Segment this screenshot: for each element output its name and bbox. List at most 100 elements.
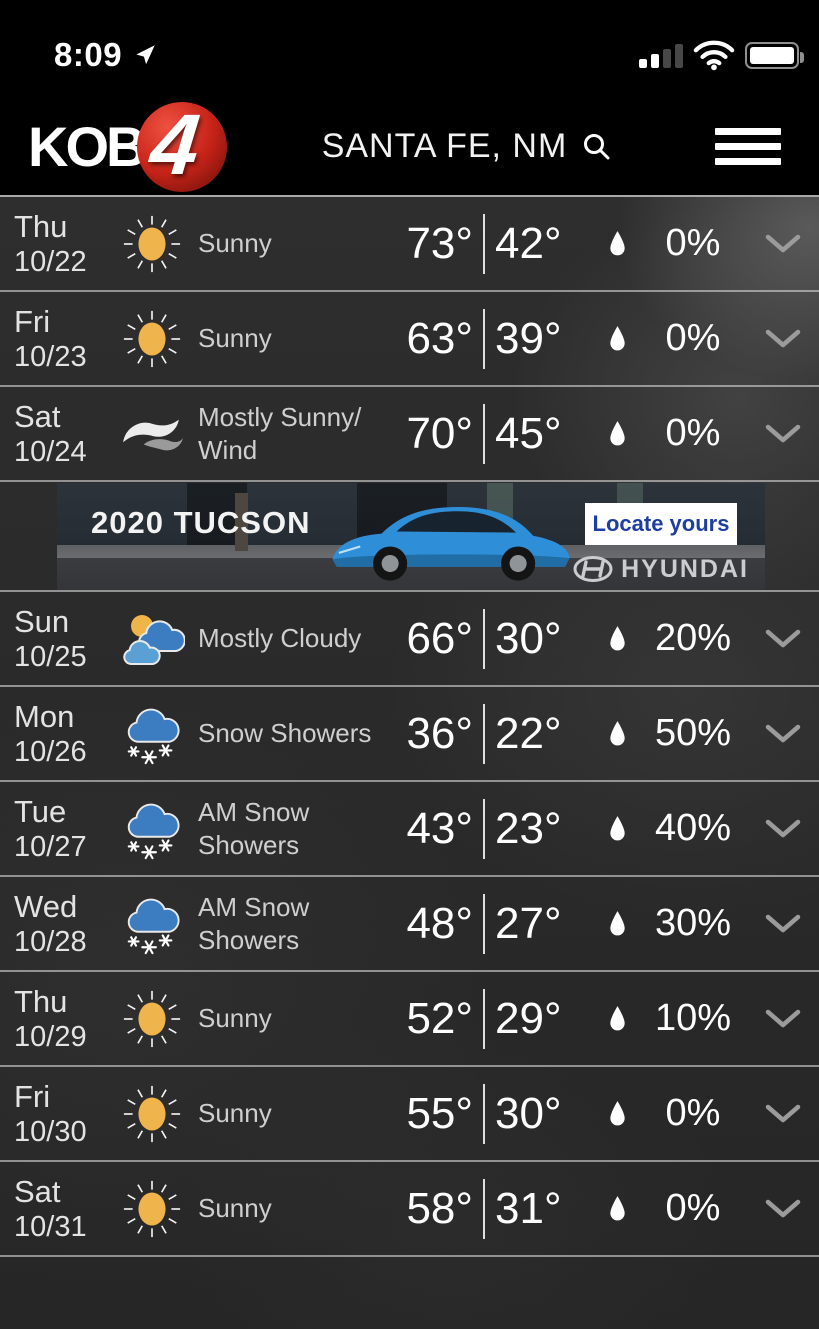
tucson-car-image (332, 506, 570, 581)
kob-logo-circle: 4 (137, 97, 228, 193)
expand-chevron-icon[interactable] (747, 629, 819, 649)
sunny-icon (106, 308, 198, 370)
precip-percent: 0% (665, 1092, 721, 1134)
low-temp: 29° (495, 993, 562, 1043)
day-label: Wed (14, 888, 78, 924)
date-label: 10/22 (14, 245, 87, 278)
forecast-row[interactable]: Wed 10/28 AM Snow Showers 48° 27° 30% (0, 877, 819, 972)
condition-label: Sunny (198, 1193, 272, 1224)
ad-cta-button[interactable]: Locate yours (585, 502, 737, 545)
day-date-block: Sat 10/24 (14, 398, 106, 470)
location-label: SANTA FE, NM (321, 127, 568, 165)
temp-separator (483, 893, 485, 954)
hyundai-h-icon (573, 556, 613, 582)
precip-drop-icon (595, 909, 639, 938)
expand-chevron-icon[interactable] (747, 819, 819, 839)
sunny-icon (106, 1083, 198, 1145)
expand-chevron-icon[interactable] (747, 329, 819, 349)
date-label: 10/31 (14, 1210, 87, 1243)
forecast-rows-bottom: Sun 10/25 Mostly Cloudy 66° 30° 20% Mon … (0, 592, 819, 1257)
sunny-icon (106, 213, 198, 275)
day-label: Fri (14, 303, 51, 339)
forecast-row[interactable]: Fri 10/23 Sunny 63° 39° 0% (0, 292, 819, 387)
app-header: KOB 4 SANTA FE, NM (0, 96, 819, 197)
ad-banner[interactable]: 2020 TUCSON Locate yours HYUNDAI (57, 482, 765, 590)
high-temp: 48° (406, 898, 473, 948)
forecast-row[interactable]: Mon 10/26 Snow Showers 36° 22° 50% (0, 687, 819, 782)
date-label: 10/23 (14, 340, 87, 373)
day-date-block: Sat 10/31 (14, 1173, 106, 1245)
forecast-row[interactable]: Sat 10/31 Sunny 58° 31° 0% (0, 1162, 819, 1257)
high-temp: 63° (406, 313, 473, 363)
expand-chevron-icon[interactable] (747, 724, 819, 744)
forecast-rows-top: Thu 10/22 Sunny 73° 42° 0% Fri 10/23 Sun… (0, 197, 819, 482)
precip-percent: 50% (654, 712, 732, 754)
kob4-logo[interactable]: KOB 4 (28, 97, 228, 193)
day-date-block: Fri 10/23 (14, 303, 106, 375)
condition-label: AM Snow Showers (198, 797, 310, 860)
status-icons (639, 39, 804, 71)
ad-banner-row: 2020 TUCSON Locate yours HYUNDAI (0, 482, 819, 592)
cellular-signal-icon (639, 42, 683, 68)
condition-label: Mostly Cloudy (198, 623, 362, 654)
temp-separator (483, 608, 485, 669)
sunny-icon (106, 988, 198, 1050)
high-temp: 70° (406, 408, 473, 458)
temp-separator (483, 213, 485, 274)
precip-drop-icon (595, 1004, 639, 1033)
low-temp: 42° (495, 218, 562, 268)
snow-showers-icon (106, 798, 198, 860)
date-label: 10/29 (14, 1020, 87, 1053)
forecast-row[interactable]: Thu 10/29 Sunny 52° 29° 10% (0, 972, 819, 1067)
forecast-row[interactable]: Sun 10/25 Mostly Cloudy 66° 30° 20% (0, 592, 819, 687)
search-icon[interactable] (581, 132, 611, 162)
day-label: Sat (14, 398, 61, 434)
precip-percent: 0% (665, 412, 721, 454)
wind-icon (106, 403, 198, 465)
precip-percent: 40% (654, 807, 732, 849)
day-label: Tue (14, 793, 67, 829)
expand-chevron-icon[interactable] (747, 1009, 819, 1029)
day-label: Thu (14, 208, 68, 244)
condition-label: Snow Showers (198, 718, 372, 749)
condition-label: Mostly Sunny/ Wind (198, 402, 362, 465)
location-selector[interactable]: SANTA FE, NM (218, 127, 715, 166)
expand-chevron-icon[interactable] (747, 424, 819, 444)
temp-separator (483, 988, 485, 1049)
precip-drop-icon (595, 719, 639, 748)
day-label: Fri (14, 1078, 51, 1114)
temp-separator (483, 308, 485, 369)
low-temp: 27° (495, 898, 562, 948)
precip-drop-icon (595, 324, 639, 353)
precip-percent: 20% (654, 617, 732, 659)
low-temp: 39° (495, 313, 562, 363)
precip-drop-icon (595, 814, 639, 843)
precip-percent: 10% (654, 997, 732, 1039)
expand-chevron-icon[interactable] (747, 1104, 819, 1124)
mostly-cloudy-icon (106, 608, 198, 670)
precip-drop-icon (595, 1194, 639, 1223)
high-temp: 73° (406, 218, 473, 268)
high-temp: 58° (406, 1183, 473, 1233)
menu-icon[interactable] (715, 128, 781, 165)
expand-chevron-icon[interactable] (747, 234, 819, 254)
temp-separator (483, 1083, 485, 1144)
day-label: Sun (14, 603, 70, 639)
forecast-row[interactable]: Tue 10/27 AM Snow Showers 43° 23° 40% (0, 782, 819, 877)
hyundai-wordmark: HYUNDAI (621, 554, 749, 583)
snow-showers-icon (106, 703, 198, 765)
forecast-row[interactable]: Fri 10/30 Sunny 55° 30° 0% (0, 1067, 819, 1162)
status-time: 8:09 (54, 36, 123, 73)
kob-logo-number: 4 (146, 96, 205, 193)
forecast-row[interactable]: Thu 10/22 Sunny 73° 42° 0% (0, 197, 819, 292)
high-temp: 36° (406, 708, 473, 758)
status-bar: 8:09 (0, 0, 819, 96)
forecast-row[interactable]: Sat 10/24 Mostly Sunny/ Wind 70° 45° 0% (0, 387, 819, 482)
forecast-list: Thu 10/22 Sunny 73° 42° 0% Fri 10/23 Sun… (0, 197, 819, 1257)
ad-background-detail (235, 492, 248, 551)
expand-chevron-icon[interactable] (747, 1199, 819, 1219)
expand-chevron-icon[interactable] (747, 914, 819, 934)
wifi-icon (693, 40, 735, 71)
low-temp: 31° (495, 1183, 562, 1233)
condition-label: Sunny (198, 323, 272, 354)
